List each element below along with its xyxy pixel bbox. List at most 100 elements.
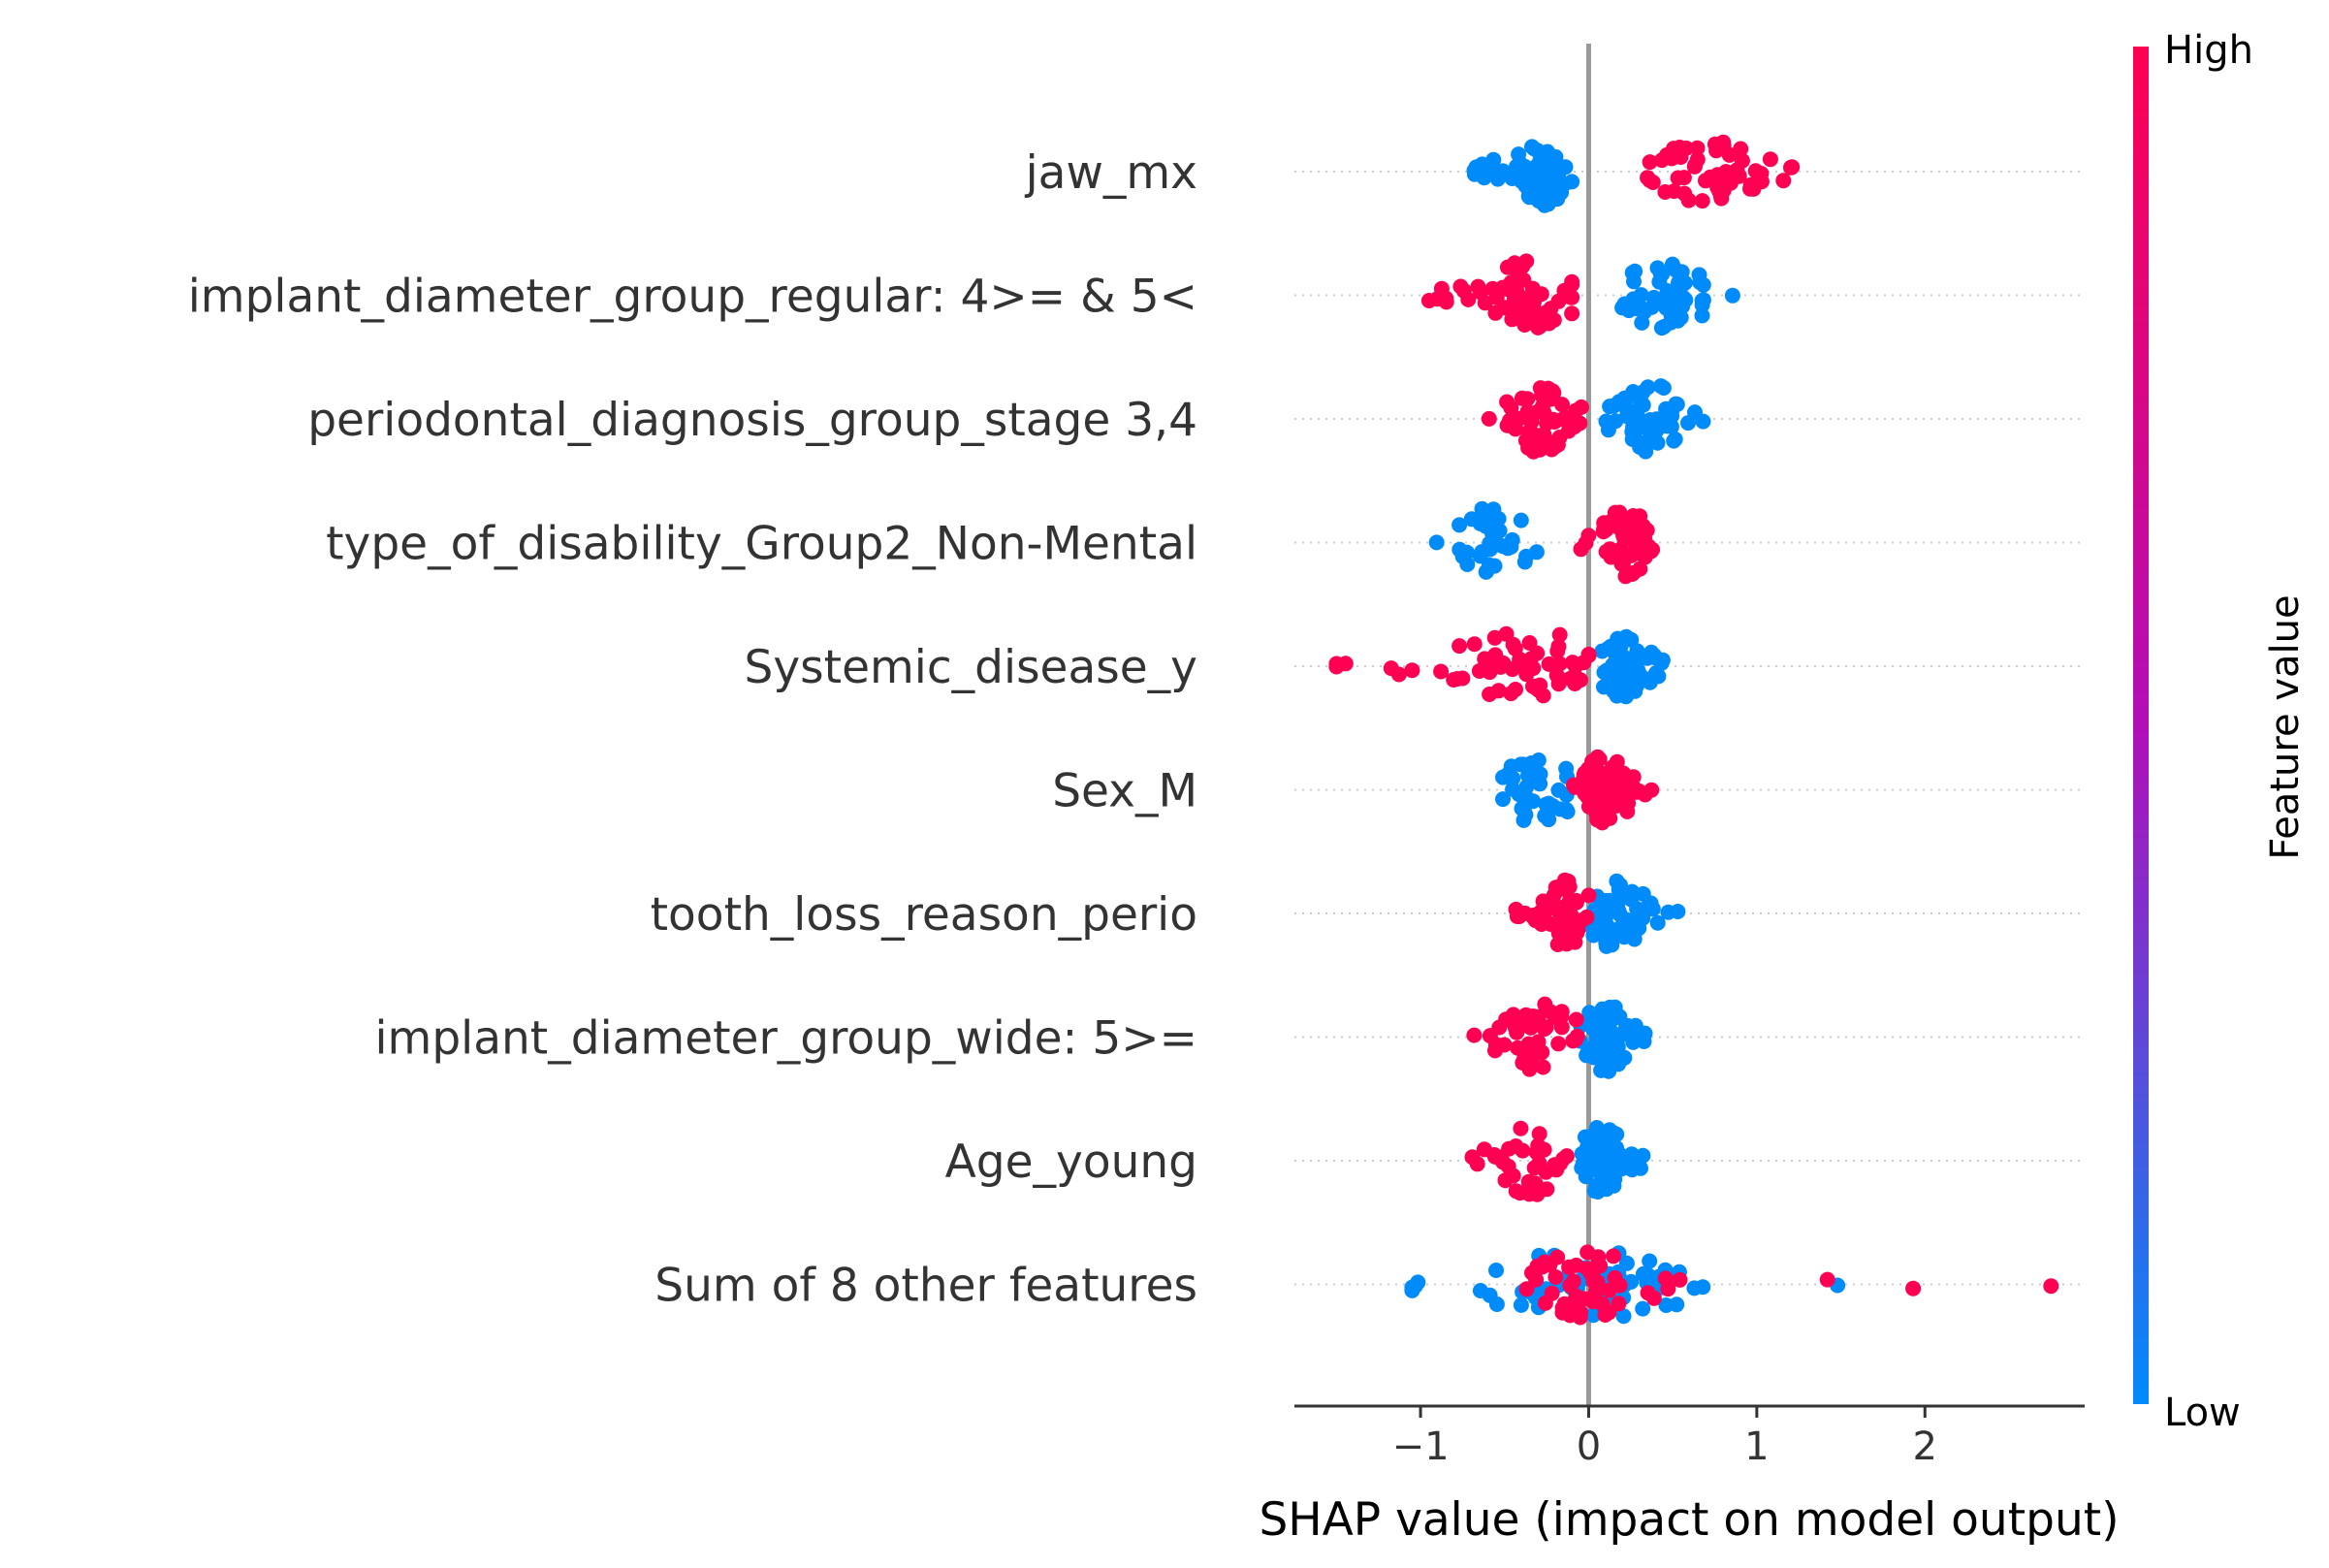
shap-point-low xyxy=(1585,1307,1602,1324)
shap-point-low xyxy=(1553,184,1569,201)
shap-point-high xyxy=(1328,656,1345,672)
shap-point-low xyxy=(1623,891,1640,908)
shap-point-high xyxy=(1657,184,1674,200)
shap-point-low xyxy=(1604,1155,1620,1171)
shap-point-high xyxy=(1819,1271,1835,1288)
shap-point-high xyxy=(1532,402,1548,418)
shap-point-high xyxy=(1597,1307,1613,1323)
shap-point-high xyxy=(1533,916,1549,932)
shap-point-high xyxy=(1469,1156,1485,1172)
shap-point-high xyxy=(1580,646,1597,662)
shap-point-low xyxy=(1695,1279,1711,1296)
shap-point-high xyxy=(1619,514,1636,530)
shap-point-high xyxy=(1501,1140,1517,1157)
shap-point-low xyxy=(1668,396,1684,412)
shap-point-high xyxy=(2043,1278,2059,1295)
shap-point-low xyxy=(1523,755,1540,771)
shap-point-high xyxy=(1516,317,1533,333)
shap-point-high xyxy=(1517,1007,1534,1023)
shap-point-high xyxy=(1544,1285,1560,1301)
shap-point-low xyxy=(1649,914,1666,931)
shap-point-low xyxy=(1608,1006,1624,1022)
shap-point-high xyxy=(1905,1280,1922,1296)
shap-point-low xyxy=(1602,399,1618,415)
shap-point-high xyxy=(1639,522,1655,538)
shap-point-high xyxy=(1505,1168,1521,1184)
shap-point-high xyxy=(1541,315,1557,332)
shap-point-low xyxy=(1532,192,1548,208)
shap-point-high xyxy=(1535,688,1551,704)
shap-point-low xyxy=(1604,1136,1620,1153)
shap-point-high xyxy=(1729,162,1745,178)
shap-point-low xyxy=(1513,173,1529,189)
shap-point-low xyxy=(1547,164,1563,180)
x-tick-label: −1 xyxy=(1392,1424,1450,1469)
shap-point-high xyxy=(1539,1181,1555,1198)
shap-point-high xyxy=(1535,893,1551,910)
shap-point-low xyxy=(1514,800,1530,816)
shap-point-low xyxy=(1605,656,1621,673)
shap-point-low xyxy=(1488,1296,1505,1312)
feature-labels: jaw_mx implant_diameter_group_regular: 4>… xyxy=(188,146,1197,1313)
shap-point-low xyxy=(1594,643,1611,659)
shap-point-low xyxy=(1576,1145,1591,1162)
shap-point-low xyxy=(1620,1018,1637,1034)
feature-label: tooth_loss_reason_perio xyxy=(651,888,1197,942)
shap-point-low xyxy=(1633,1160,1648,1176)
shap-point-high xyxy=(1506,291,1522,307)
shap-point-low xyxy=(1585,927,1602,944)
shap-point-high xyxy=(1564,273,1580,290)
shap-point-high xyxy=(1564,305,1580,322)
shap-point-low xyxy=(1616,669,1633,686)
shap-point-low xyxy=(1488,1263,1504,1278)
shap-point-low xyxy=(1631,920,1647,937)
shap-point-low xyxy=(1669,1296,1685,1313)
shap-point-high xyxy=(1548,667,1565,684)
shap-point-high xyxy=(1586,784,1603,801)
feature-label: jaw_mx xyxy=(1025,146,1197,200)
shap-point-high xyxy=(1568,1011,1584,1028)
feature-label: Systemic_disease_y xyxy=(745,641,1197,694)
shap-point-high xyxy=(1579,769,1595,785)
shap-point-high xyxy=(1511,410,1527,427)
shap-point-low xyxy=(1459,557,1476,572)
shap-point-high xyxy=(1499,259,1515,275)
feature-label: periodontal_diagnosis_group_stage 3,4 xyxy=(307,394,1197,447)
shap-point-high xyxy=(1487,304,1504,321)
shap-point-high xyxy=(1645,1290,1662,1306)
shap-point-high xyxy=(1559,900,1576,916)
shap-point-high xyxy=(1680,192,1697,208)
feature-label: type_of_disability_Group2_Non-Mental xyxy=(326,518,1197,571)
shap-point-low xyxy=(1635,384,1651,400)
shap-point-low xyxy=(1579,1166,1595,1181)
shap-point-high xyxy=(1660,1281,1676,1297)
shap-point-high xyxy=(1564,655,1580,671)
shap-point-high xyxy=(1603,549,1619,565)
shap-point-low xyxy=(1541,178,1557,194)
shap-point-high xyxy=(1580,887,1597,904)
shap-point-high xyxy=(1592,1258,1609,1274)
shap-points xyxy=(1328,134,2059,1326)
shap-point-high xyxy=(1550,638,1567,655)
shap-point-low xyxy=(1599,1020,1615,1037)
shap-point-high xyxy=(1454,670,1471,687)
shap-point-high xyxy=(1745,180,1762,197)
shap-point-high xyxy=(1733,141,1749,157)
shap-point-high xyxy=(1689,140,1706,156)
shap-point-high xyxy=(1512,651,1528,667)
shap-point-high xyxy=(1535,1059,1551,1075)
shap-point-high xyxy=(1579,1244,1596,1261)
x-ticks: −1 0 1 2 xyxy=(1392,1406,1937,1469)
shap-point-high xyxy=(1603,780,1619,795)
shap-point-low xyxy=(1598,413,1614,430)
shap-point-low xyxy=(1525,793,1542,810)
shap-point-high xyxy=(1491,1019,1508,1036)
shap-point-low xyxy=(1694,293,1710,308)
shap-point-low xyxy=(1505,781,1521,797)
shap-point-high xyxy=(1551,626,1568,643)
shap-point-high xyxy=(1624,566,1641,582)
x-tick-label: 1 xyxy=(1744,1424,1769,1469)
shap-point-high xyxy=(1383,660,1399,677)
shap-point-high xyxy=(1713,177,1730,194)
